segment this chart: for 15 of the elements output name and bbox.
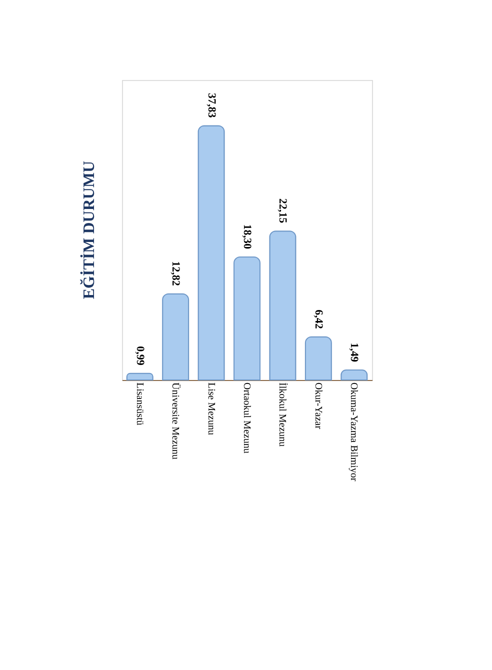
data-label: 37,83 xyxy=(205,93,218,118)
x-tick-label: Okuma-Yazma Bilmiyor xyxy=(348,382,360,482)
data-label: 1,49 xyxy=(348,342,360,362)
data-label: 0,99 xyxy=(134,346,146,366)
x-tick-label: Okur-Yazar xyxy=(312,382,324,430)
x-tick-label: İlkokul Mezunu xyxy=(276,382,289,447)
x-tick-label: Ortaokul Mezunu xyxy=(241,382,252,454)
text: EĞİTİM DURUMU xyxy=(80,160,98,300)
data-label: 22,15 xyxy=(276,198,289,224)
x-tick-label: Üniversite Mezunu xyxy=(170,382,182,460)
data-label: 6,42 xyxy=(312,310,324,330)
data-label: 18,30 xyxy=(241,224,253,250)
x-tick-label: Lisansüstü xyxy=(134,382,145,426)
x-tick-label: Lise Mezunu xyxy=(205,382,216,435)
data-label: 12,82 xyxy=(170,261,182,286)
